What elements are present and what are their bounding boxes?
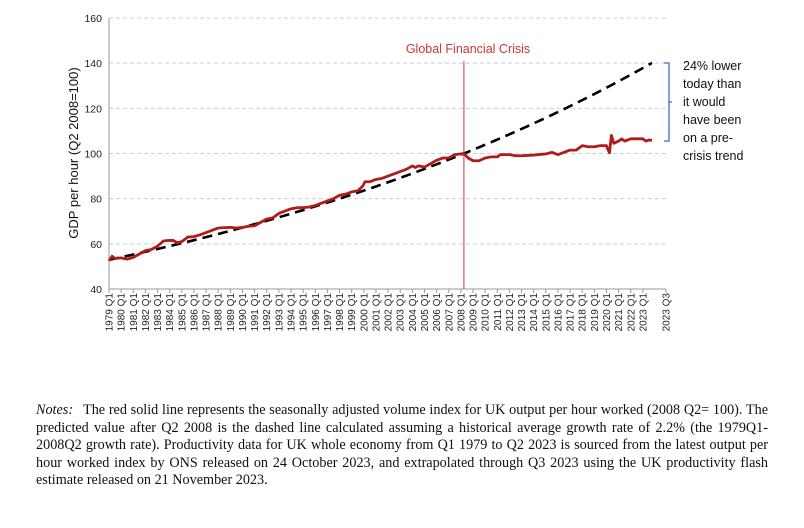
x-tick-label: 2014 Q1: [529, 293, 540, 332]
x-tick-label: 2000 Q1: [359, 293, 370, 332]
y-tick-label: 40: [90, 284, 102, 296]
series-lines: [107, 61, 653, 262]
trend-dashed-line: [108, 61, 653, 262]
x-tick-label: 2006 Q1: [432, 293, 443, 332]
x-tick-label: 2015 Q1: [541, 293, 552, 332]
y-tick-label: 160: [84, 13, 102, 25]
x-tick-label: 1983 Q1: [153, 293, 164, 332]
x-tick-label: 1985 Q1: [177, 293, 188, 332]
x-tick-label: 1984 Q1: [165, 293, 176, 332]
x-tick-label: 2008 Q1: [456, 293, 467, 332]
x-tick-label: 1986 Q1: [189, 293, 200, 332]
y-tick-label: 120: [84, 103, 102, 115]
y-tick-label: 60: [90, 239, 102, 251]
annotation-line: today than: [683, 77, 741, 91]
x-tick-label: 2017 Q1: [566, 293, 577, 332]
x-tick-label: 2012 Q1: [505, 293, 516, 332]
notes-label: Notes:: [36, 402, 74, 418]
x-tick-label: 1990 Q1: [238, 293, 249, 332]
gap-annotation: 24% lower today than it would have been on a…: [664, 59, 743, 163]
x-tick-label: 1993 Q1: [274, 293, 285, 332]
annotation-line: on a pre-: [683, 131, 733, 145]
x-tick-label: 1981 Q1: [129, 293, 140, 332]
x-tick-label: 1994 Q1: [287, 293, 298, 332]
x-tick-label: 2018 Q1: [578, 293, 589, 332]
x-tick-labels: 1979 Q1 1980 Q1 1981 Q1 1982 Q1 1983 Q1 1984 …: [105, 293, 673, 332]
y-tick-labels: 40 60 80 100 120 140 160: [84, 13, 102, 296]
notes: Notes: The red solid line represents the …: [36, 402, 768, 490]
x-tick-label: 1980 Q1: [117, 293, 128, 332]
y-tick-label: 100: [84, 149, 102, 161]
x-tick-label: 2011 Q1: [493, 293, 504, 331]
x-tick-label: 2010 Q1: [481, 293, 492, 332]
y-tick-label: 140: [84, 58, 102, 70]
x-tick-label: 1987 Q1: [202, 293, 213, 332]
y-tick-label: 80: [90, 194, 102, 206]
x-tick-label: 2013 Q1: [517, 293, 528, 332]
annotation-line: 24% lower: [683, 59, 741, 73]
notes-text: The red solid line represents the season…: [36, 402, 768, 489]
x-tick-label: 2021 Q1: [614, 293, 625, 332]
x-tick-label: 2022 Q1: [626, 293, 637, 332]
productivity-chart: 40 60 80 100 120 140 160 1979 Q1 1980 Q1 1981 Q1…: [66, 13, 743, 332]
x-tick-label: 1979 Q1: [105, 293, 116, 332]
x-tick-label: 1995 Q1: [299, 293, 310, 332]
x-tick-label: 2023 Q1: [638, 293, 649, 332]
x-tick-label: 2023 Q3: [662, 293, 673, 332]
y-axis-label: GDP per hour (Q2 2008=100): [66, 67, 81, 238]
x-tick-label: 1989 Q1: [226, 293, 237, 332]
x-tick-label: 2007 Q1: [444, 293, 455, 332]
x-tick-label: 1999 Q1: [347, 293, 358, 332]
annotation-line: crisis trend: [683, 149, 743, 163]
productivity-line: [107, 134, 653, 262]
x-tick-label: 2001 Q1: [371, 293, 382, 332]
x-tick-label: 1992 Q1: [262, 293, 273, 332]
x-tick-label: 2020 Q1: [602, 293, 613, 332]
x-tick-label: 1996 Q1: [311, 293, 322, 332]
x-tick-label: 1998 Q1: [335, 293, 346, 332]
x-tick-label: 2004 Q1: [408, 293, 419, 332]
x-tick-label: 2005 Q1: [420, 293, 431, 332]
x-tick-label: 1988 Q1: [214, 293, 225, 332]
bracket: [664, 62, 672, 142]
x-tick-label: 2009 Q1: [469, 293, 480, 332]
x-tick-label: 2002 Q1: [384, 293, 395, 332]
crisis-label: Global Financial Crisis: [406, 42, 530, 56]
x-tick-label: 2003 Q1: [396, 293, 407, 332]
x-tick-label: 1997 Q1: [323, 293, 334, 332]
annotation-line: have been: [683, 113, 741, 127]
x-tick-label: 2019 Q1: [590, 293, 601, 332]
x-tick-label: 1991 Q1: [250, 293, 261, 332]
gridlines: [108, 17, 667, 293]
x-tick-label: 1982 Q1: [141, 293, 152, 332]
x-tick-label: 2016 Q1: [553, 293, 564, 332]
annotation-line: it would: [683, 95, 725, 109]
